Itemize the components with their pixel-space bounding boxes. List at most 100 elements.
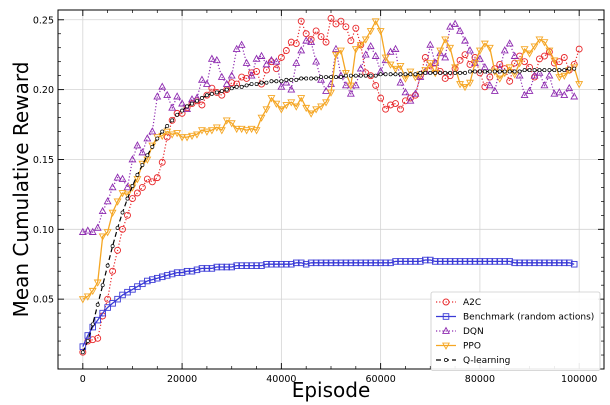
q-learning-point (309, 76, 314, 81)
q-learning-point (214, 90, 219, 95)
benchmark-random-actions--point (471, 258, 479, 265)
benchmark-random-actions--point (511, 259, 518, 267)
ppo-point (426, 60, 435, 68)
q-learning-point (527, 68, 532, 73)
dqn-point (366, 41, 375, 50)
dqn-point (297, 46, 306, 54)
benchmark-random-actions--point (461, 258, 469, 265)
ppo-point (386, 61, 395, 69)
q-learning-point (517, 69, 522, 74)
ppo-point (173, 130, 182, 138)
benchmark-random-actions--point (203, 265, 211, 272)
ppo-point (193, 131, 201, 139)
a2c-point (377, 94, 385, 102)
ppo-point (108, 209, 117, 217)
benchmark-random-actions--point (168, 270, 176, 278)
ppo-point (227, 120, 236, 128)
dqn-point (217, 72, 226, 80)
ppo-point (475, 47, 484, 55)
q-learning-point (547, 68, 552, 73)
benchmark-random-actions--point (322, 259, 330, 267)
dqn-point (461, 36, 469, 44)
ppo-point (575, 81, 584, 89)
benchmark-random-actions--point (248, 262, 255, 269)
benchmark-random-actions--point (149, 276, 156, 283)
dqn-point (133, 141, 142, 149)
ppo-point (178, 134, 187, 142)
ppo-point (341, 70, 350, 78)
dqn-point (540, 81, 549, 89)
q-learning-point (468, 69, 472, 74)
q-learning-point (542, 68, 547, 73)
benchmark-random-actions--point (392, 258, 399, 265)
ppo-point (93, 279, 102, 287)
benchmark-random-actions--point (193, 266, 201, 274)
q-learning-point (304, 76, 309, 81)
q-learning-point (537, 68, 542, 73)
q-learning-point (199, 96, 204, 100)
ppo-point (292, 103, 301, 111)
q-learning-point (274, 79, 279, 84)
q-learning-point (254, 82, 259, 86)
ppo-point (113, 198, 122, 206)
ppo-point (267, 95, 276, 103)
a2c-point (456, 56, 464, 64)
dqn-point (78, 227, 87, 235)
benchmark-random-actions--point (417, 258, 424, 265)
ppo-point (78, 296, 87, 304)
series-group (78, 14, 584, 356)
q-learning-point (443, 70, 448, 75)
q-learning-point (453, 70, 458, 75)
a2c-point (138, 183, 146, 191)
q-learning-point (259, 80, 264, 85)
dqn-point (441, 53, 450, 61)
legend-item-a2c: A2C (436, 298, 481, 308)
benchmark-random-actions--point (412, 258, 419, 265)
ppo-point (451, 64, 460, 72)
dqn-point (123, 183, 132, 191)
ppo-point (520, 46, 529, 54)
ppo-point (252, 127, 261, 135)
benchmark-random-actions--point (223, 263, 231, 271)
a2c-point (287, 38, 295, 46)
dqn-point (163, 90, 172, 99)
q-learning-point (363, 73, 368, 78)
ppo-point (118, 190, 127, 198)
dqn-point (118, 174, 127, 182)
a2c-point (272, 65, 280, 73)
y-axis-title: Mean Cumulative Reward (9, 62, 33, 318)
q-learning-point (348, 73, 353, 78)
benchmark-random-actions--point (352, 259, 360, 267)
a2c-point (421, 54, 429, 61)
benchmark-random-actions--point (307, 259, 315, 267)
ppo-point (202, 128, 211, 136)
dqn-point (222, 79, 231, 87)
benchmark-random-actions--point (253, 262, 260, 269)
benchmark-random-actions--point (228, 263, 235, 271)
legend: A2C Benchmark (random actions) DQN PPO Q-lea… (430, 291, 601, 371)
dqn-point (312, 57, 321, 65)
legend-label: Q-learning (463, 356, 510, 366)
benchmark-random-actions--point (178, 269, 186, 276)
ppo-point (381, 54, 390, 62)
ppo-point (442, 342, 450, 350)
q-learning-point (229, 86, 234, 91)
q-learning-point (444, 358, 448, 362)
a2c-point (317, 33, 325, 40)
q-learning-point (244, 83, 249, 88)
a2c-point (397, 105, 404, 113)
q-learning-point (294, 77, 299, 82)
legend-item-ppo: PPO (436, 342, 481, 352)
dqn-point (442, 326, 450, 334)
benchmark-random-actions--point (154, 274, 161, 282)
benchmark-random-actions--point (188, 267, 196, 275)
a2c-point (307, 35, 315, 43)
dqn-point (545, 71, 554, 79)
a2c-point (545, 48, 553, 56)
benchmark-random-actions--point (218, 263, 226, 271)
benchmark-random-actions--point (456, 258, 464, 265)
legend-label: Benchmark (random actions) (463, 313, 594, 323)
a2c-point (124, 211, 131, 219)
ppo-point (560, 72, 569, 80)
dqn-point (183, 104, 192, 113)
